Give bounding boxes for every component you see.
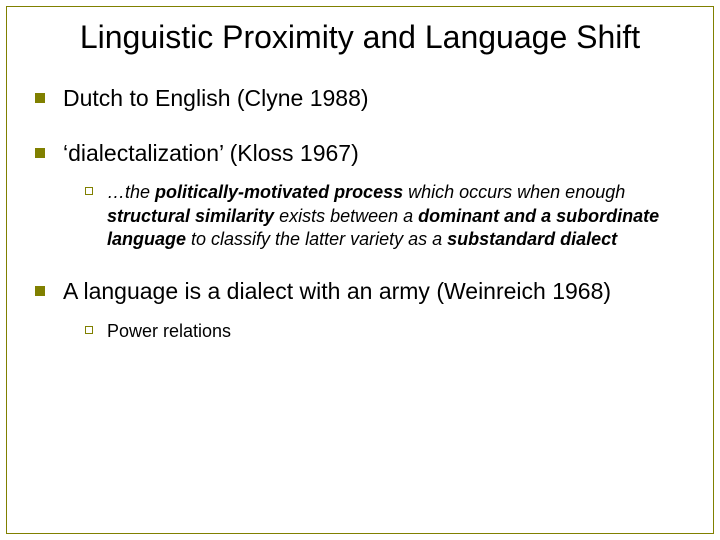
sub-bullet-item: Power relations (85, 320, 685, 343)
bullet-text: Dutch to English (Clyne 1988) (63, 84, 685, 113)
slide: Linguistic Proximity and Language Shift … (0, 0, 720, 540)
bullet-content: A language is a dialect with an army (We… (63, 277, 685, 343)
sub-bullet-text: …the politically-motivated process which… (107, 181, 685, 251)
text-run: Power relations (107, 321, 231, 341)
text-run: which occurs when enough (403, 182, 625, 202)
slide-border: Linguistic Proximity and Language Shift … (6, 6, 714, 534)
bullet-text: A language is a dialect with an army (We… (63, 277, 685, 306)
bullet-item: Dutch to English (Clyne 1988) (35, 84, 685, 113)
bullet-text: ‘dialectalization’ (Kloss 1967) (63, 139, 685, 168)
bullet-content: Dutch to English (Clyne 1988) (63, 84, 685, 113)
hollow-square-bullet-icon (85, 187, 93, 195)
text-run: structural similarity (107, 206, 274, 226)
slide-body: Dutch to English (Clyne 1988) ‘dialectal… (35, 84, 685, 344)
sub-bullet-item: …the politically-motivated process which… (85, 181, 685, 251)
square-bullet-icon (35, 286, 45, 296)
slide-title: Linguistic Proximity and Language Shift (35, 19, 685, 56)
text-run: substandard dialect (447, 229, 617, 249)
sub-bullet-text: Power relations (107, 320, 685, 343)
text-run: to classify the latter variety as a (186, 229, 447, 249)
hollow-square-bullet-icon (85, 326, 93, 334)
text-run: politically-motivated process (155, 182, 403, 202)
square-bullet-icon (35, 93, 45, 103)
square-bullet-icon (35, 148, 45, 158)
text-run: exists between a (274, 206, 418, 226)
text-run: …the (107, 182, 155, 202)
bullet-item: ‘dialectalization’ (Kloss 1967) …the pol… (35, 139, 685, 252)
bullet-content: ‘dialectalization’ (Kloss 1967) …the pol… (63, 139, 685, 252)
bullet-item: A language is a dialect with an army (We… (35, 277, 685, 343)
